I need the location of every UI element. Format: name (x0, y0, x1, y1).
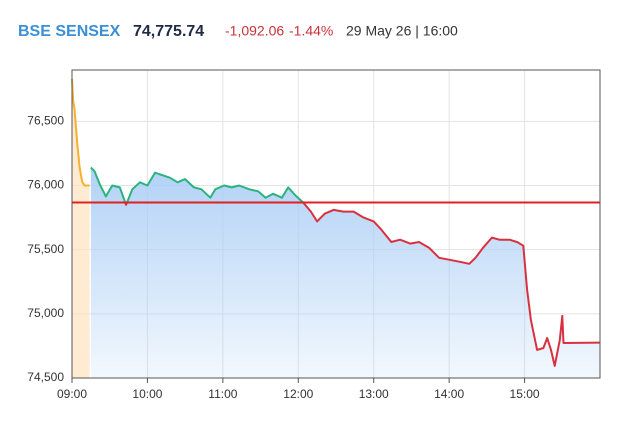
x-tick-label: 14:00 (434, 387, 464, 401)
area (90, 167, 601, 378)
y-tick-label: 76,000 (27, 178, 64, 192)
plot-frame (71, 69, 601, 379)
x-tick-label: 09:00 (57, 387, 87, 401)
y-tick-label: 76,500 (27, 114, 64, 128)
index-name: BSE SENSEX (18, 23, 121, 40)
index-change-pct: -1.44% (289, 23, 333, 39)
y-tick-label: 74,500 (27, 370, 64, 384)
x-tick-label: 10:00 (132, 387, 162, 401)
x-tick-label: 13:00 (359, 387, 389, 401)
x-tick-label: 11:00 (208, 387, 237, 401)
y-tick-label: 75,500 (27, 242, 64, 256)
timestamp: 29 May 26 | 16:00 (346, 23, 458, 39)
index-change: -1,092.06 (225, 23, 284, 39)
line (71, 78, 90, 187)
x-tick-label: 15:00 (510, 387, 540, 401)
index-price: 74,775.74 (133, 23, 204, 40)
area (72, 79, 90, 378)
x-tick-label: 12:00 (283, 387, 313, 401)
line (90, 166, 601, 367)
y-tick-label: 75,000 (27, 306, 64, 320)
